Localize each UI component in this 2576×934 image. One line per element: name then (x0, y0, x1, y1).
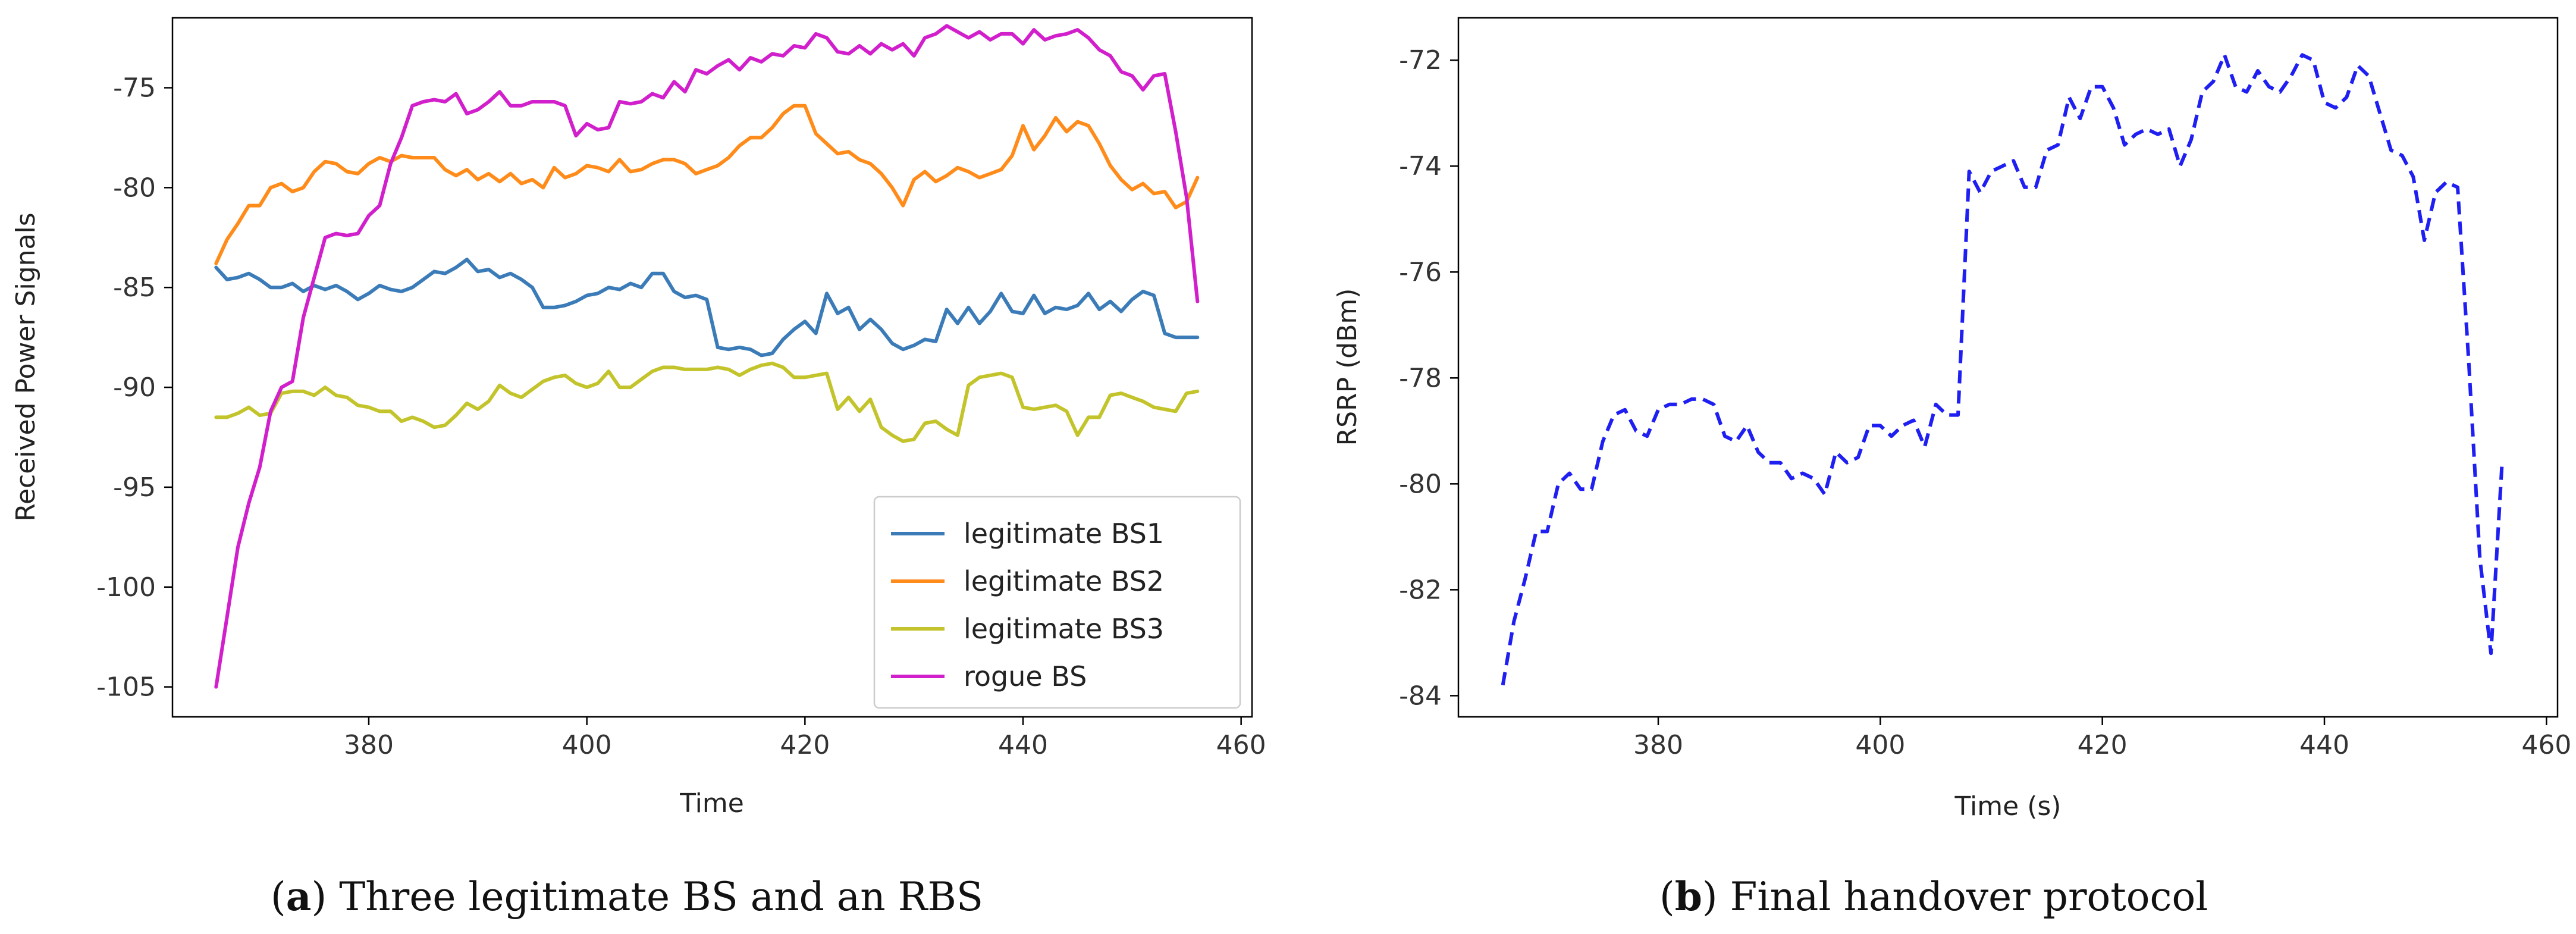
chart-a-ytick-label: -80 (113, 173, 156, 203)
chart-b: 380 400 420 440 460 -84 -82 -80 -78 -76 -74 -72 Ti… (1332, 17, 2571, 822)
chart-a-ytick-label: -105 (96, 672, 156, 703)
chart-a-xtick-label: 420 (780, 730, 830, 760)
chart-a-series-line-legitimate-bs2 (214, 104, 1200, 265)
chart-b-ytick-label: -76 (1399, 257, 1442, 287)
caption-b: (b) Final handover protocol (1659, 873, 2208, 920)
chart-b-ytick-label: -72 (1399, 45, 1442, 76)
chart-a-series-line-legitimate-bs1 (214, 258, 1200, 358)
chart-a-legend-box (873, 496, 1241, 709)
chart-a-xtick-label: 460 (1216, 730, 1266, 760)
caption-b-prefix: ( (1659, 874, 1675, 920)
chart-a-ytick-label: -85 (113, 272, 156, 303)
chart-b-ytick-label: -78 (1399, 363, 1442, 393)
chart-a-legend-label: rogue BS (964, 660, 1087, 692)
chart-a: 380 400 420 440 460 -105-100-95-90-85-80-75 … (11, 17, 1266, 819)
caption-a: (a) Three legitimate BS and an RBS (271, 873, 983, 920)
chart-a-xtick-label: 400 (562, 730, 612, 760)
chart-b-ytick-label: -74 (1399, 151, 1442, 181)
chart-b-frame (1457, 17, 2559, 718)
chart-b-ytick-label: -84 (1399, 681, 1442, 711)
chart-b-ylabel: RSRP (dBm) (1332, 289, 1363, 446)
chart-b-xtick-label: 460 (2521, 730, 2571, 760)
chart-b-ytick-label: -80 (1399, 469, 1442, 499)
chart-b-xtick-label: 440 (2299, 730, 2349, 760)
chart-a-xtick-label: 380 (344, 730, 394, 760)
chart-a-legend: legitimate BS1 legitimate BS2 legitimate B… (873, 496, 1241, 709)
chart-b-ytick-label: -82 (1399, 575, 1442, 605)
chart-a-legend-label: legitimate BS2 (964, 565, 1164, 597)
chart-a-series-line-rogue-bs (214, 24, 1200, 689)
caption-b-letter: b (1674, 873, 1702, 920)
chart-b-xtick-label: 420 (2078, 730, 2128, 760)
chart-a-ylabel: Received Power Signals (11, 212, 41, 521)
chart-a-legend-label: legitimate BS1 (964, 518, 1164, 550)
caption-a-letter: a (285, 873, 312, 920)
chart-a-series-line-legitimate-bs3 (214, 361, 1200, 443)
chart-a-xlabel: Time (679, 788, 744, 819)
chart-a-ytick-label: -75 (113, 73, 156, 104)
chart-b-xlabel: Time (s) (1954, 791, 2062, 822)
chart-a-xtick-label: 440 (998, 730, 1048, 760)
chart-b-series-line-rsrp (1501, 53, 2504, 686)
caption-a-text: ) Three legitimate BS and an RBS (311, 874, 984, 920)
caption-a-prefix: ( (271, 874, 286, 920)
chart-a-ytick-label: -90 (113, 372, 156, 403)
chart-b-xtick-label: 400 (1855, 730, 1905, 760)
chart-a-ytick-label: -100 (96, 572, 156, 603)
chart-a-ytick-label: -95 (113, 472, 156, 503)
caption-b-text: ) Final handover protocol (1702, 874, 2208, 920)
chart-b-xtick-label: 380 (1633, 730, 1683, 760)
chart-a-legend-label: legitimate BS3 (964, 613, 1164, 645)
